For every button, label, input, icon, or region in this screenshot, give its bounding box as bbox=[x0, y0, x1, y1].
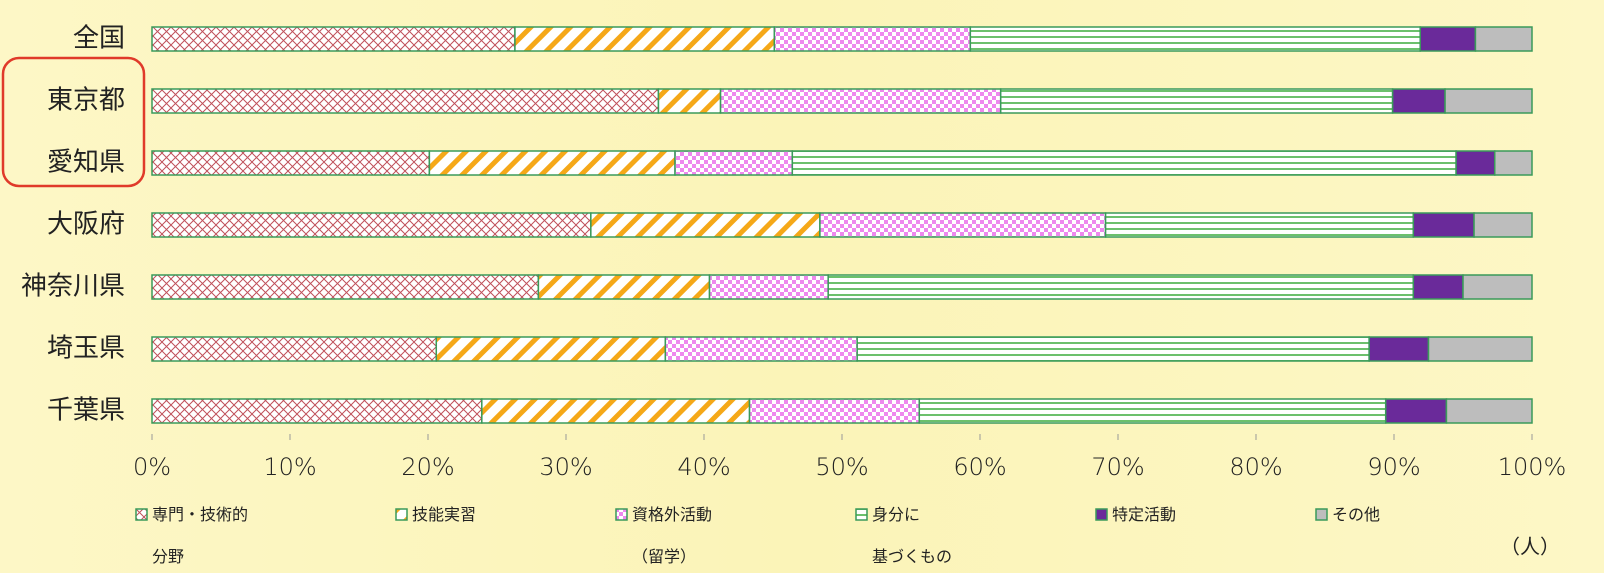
bar-segment bbox=[1444, 88, 1533, 114]
bar-segment bbox=[435, 336, 667, 362]
legend-item: 技能実習 bbox=[395, 494, 476, 536]
bar-segment bbox=[151, 212, 592, 238]
bar-segment bbox=[537, 274, 711, 300]
bar-segment bbox=[791, 150, 1457, 176]
legend-swatch bbox=[135, 508, 148, 521]
legend-label: その他 bbox=[1332, 505, 1381, 524]
legend-swatch bbox=[1095, 508, 1108, 521]
bar-segment bbox=[748, 398, 921, 424]
bar-segment bbox=[428, 150, 676, 176]
bar-segment bbox=[1412, 212, 1475, 238]
legend-swatch bbox=[855, 508, 868, 521]
bar-segment bbox=[773, 26, 972, 52]
bar-segment bbox=[1473, 212, 1533, 238]
legend-item: 特定活動 bbox=[1095, 494, 1176, 536]
bar-segment bbox=[674, 150, 794, 176]
bar-segment bbox=[1384, 398, 1448, 424]
legend-label: 技能実習 bbox=[412, 505, 477, 524]
bar-segment bbox=[719, 88, 1002, 114]
legend-swatch bbox=[615, 508, 628, 521]
y-tick-label: 埼玉県 bbox=[47, 334, 125, 364]
legend-label: 資格外活動 （留学） bbox=[632, 505, 713, 566]
x-tick-label: 10% bbox=[263, 453, 316, 481]
bar-segment bbox=[1368, 336, 1430, 362]
bar-segment bbox=[151, 150, 431, 176]
x-tick-label: 30% bbox=[539, 453, 592, 481]
legend-item: 身分に 基づくもの bbox=[855, 494, 952, 578]
bar-segment bbox=[151, 88, 660, 114]
bar-segment bbox=[1427, 336, 1533, 362]
y-tick-label: 全国 bbox=[73, 24, 125, 54]
x-tick-label: 0% bbox=[133, 453, 171, 481]
bar-segment bbox=[151, 274, 540, 300]
bar-segment bbox=[151, 398, 483, 424]
x-tick-label: 70% bbox=[1091, 453, 1144, 481]
bar-segment bbox=[657, 88, 722, 114]
bar-segment bbox=[590, 212, 821, 238]
bar-segment bbox=[1419, 26, 1477, 52]
bar-segment bbox=[827, 274, 1415, 300]
bar-segment bbox=[999, 88, 1394, 114]
y-tick-label: 千葉県 bbox=[47, 396, 125, 426]
y-tick-label: 愛知県 bbox=[47, 148, 125, 178]
bar-segment bbox=[514, 26, 776, 52]
unit-label: （人） bbox=[1500, 535, 1560, 559]
y-tick-label: 大阪府 bbox=[47, 210, 125, 240]
bar-segment bbox=[1493, 150, 1533, 176]
x-tick-label: 50% bbox=[815, 453, 868, 481]
bar-segment bbox=[856, 336, 1370, 362]
legend-item: その他 bbox=[1315, 494, 1380, 536]
bar-segment bbox=[664, 336, 858, 362]
x-tick-label: 60% bbox=[953, 453, 1006, 481]
bar-segment bbox=[1474, 26, 1533, 52]
highlight-box bbox=[1, 56, 146, 188]
bar-segment bbox=[1391, 88, 1446, 114]
y-tick-label: 神奈川県 bbox=[21, 272, 125, 302]
legend-label: 専門・技術的 分野 bbox=[152, 505, 249, 566]
legend-swatch bbox=[1315, 508, 1328, 521]
legend-item: 専門・技術的 分野 bbox=[135, 494, 248, 578]
x-tick-label: 20% bbox=[401, 453, 454, 481]
y-tick-label: 東京都 bbox=[47, 86, 125, 116]
legend-item: 資格外活動 （留学） bbox=[615, 494, 712, 578]
legend-label: 特定活動 bbox=[1112, 505, 1177, 524]
bar-segment bbox=[481, 398, 751, 424]
legend-swatch bbox=[395, 508, 408, 521]
x-tick-label: 90% bbox=[1367, 453, 1420, 481]
bar-segment bbox=[918, 398, 1387, 424]
bar-segment bbox=[1445, 398, 1533, 424]
bar-segment bbox=[1462, 274, 1533, 300]
x-tick-label: 40% bbox=[677, 453, 730, 481]
bar-segment bbox=[969, 26, 1421, 52]
bar-segment bbox=[151, 336, 438, 362]
bar-segment bbox=[151, 26, 516, 52]
bar-segment bbox=[1412, 274, 1464, 300]
bar-segment bbox=[1104, 212, 1415, 238]
legend-label: 身分に 基づくもの bbox=[872, 505, 953, 566]
x-tick-label: 80% bbox=[1229, 453, 1282, 481]
bar-segment bbox=[708, 274, 829, 300]
x-tick-label: 100% bbox=[1498, 453, 1567, 481]
bar-segment bbox=[819, 212, 1107, 238]
bar-segment bbox=[1455, 150, 1496, 176]
